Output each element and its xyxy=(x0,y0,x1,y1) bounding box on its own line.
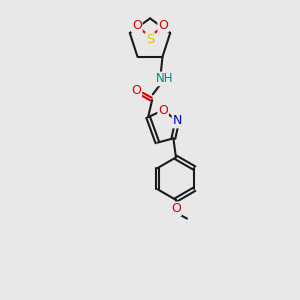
Text: O: O xyxy=(171,202,181,215)
Text: O: O xyxy=(158,104,168,117)
Text: O: O xyxy=(132,19,142,32)
Text: O: O xyxy=(158,19,168,32)
Text: O: O xyxy=(131,85,141,98)
Text: S: S xyxy=(146,33,154,46)
Text: N: N xyxy=(172,115,182,128)
Text: NH: NH xyxy=(156,72,174,86)
